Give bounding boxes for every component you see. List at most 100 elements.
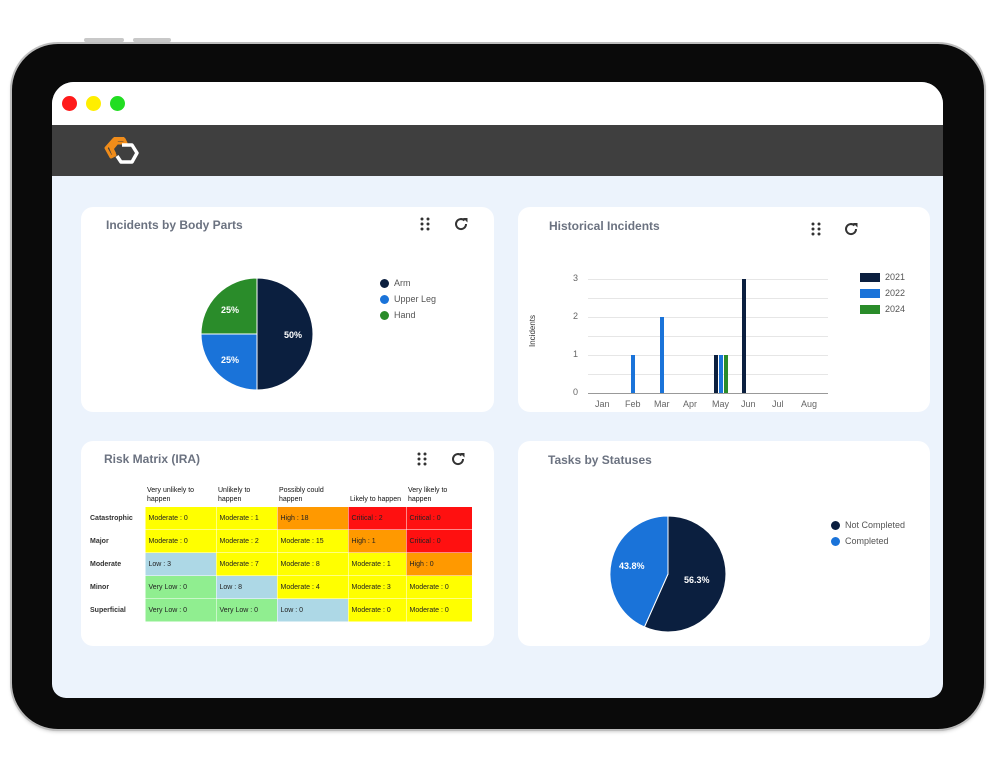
grid-dots-icon[interactable]: [413, 450, 431, 468]
table-row: Superficial Very Low : 0 Very Low : 0 Lo…: [87, 598, 473, 622]
legend-item-2024[interactable]: 2024: [860, 301, 905, 317]
grid-dots-icon[interactable]: [807, 220, 825, 238]
risk-cell[interactable]: Moderate : 0: [347, 598, 407, 622]
refresh-icon[interactable]: [449, 450, 467, 468]
tasks-by-statuses-card: Tasks by Statuses 56.3% 43.8% Not Comple…: [518, 441, 930, 646]
risk-matrix-table: Very unlikely to happen Unlikely to happ…: [87, 484, 473, 622]
risk-cell[interactable]: Moderate : 7: [215, 552, 278, 576]
legend-item-2021[interactable]: 2021: [860, 269, 905, 285]
risk-cell[interactable]: Moderate : 4: [276, 575, 349, 599]
table-row: Minor Very Low : 0 Low : 8 Moderate : 4 …: [87, 575, 473, 599]
bar-mar-2022[interactable]: [660, 317, 664, 393]
risk-cell[interactable]: Moderate : 3: [347, 575, 407, 599]
x-tick: Jun: [741, 399, 756, 409]
pie-slice-label-hand: 25%: [221, 305, 240, 315]
pie-slice-label-upper-leg: 25%: [221, 355, 240, 365]
table-row: Major Moderate : 0 Moderate : 2 Moderate…: [87, 529, 473, 553]
minimize-window-button[interactable]: [86, 96, 101, 111]
app-header: [52, 125, 943, 176]
legend-item-completed[interactable]: Completed: [831, 533, 905, 549]
maximize-window-button[interactable]: [110, 96, 125, 111]
row-header: Major: [90, 537, 109, 545]
table-row: Moderate Low : 3 Moderate : 7 Moderate :…: [87, 552, 473, 576]
risk-cell[interactable]: High : 18: [276, 506, 349, 530]
bar-feb-2022[interactable]: [631, 355, 635, 393]
body-parts-pie-chart: [200, 277, 314, 391]
tasks-legend: Not Completed Completed: [831, 517, 905, 549]
risk-cell[interactable]: High : 1: [347, 529, 407, 553]
tasks-pie-chart: [609, 515, 727, 633]
risk-cell[interactable]: Moderate : 0: [144, 529, 217, 553]
x-tick: Jul: [772, 399, 784, 409]
card-title: Historical Incidents: [549, 219, 660, 233]
risk-cell[interactable]: Very Low : 0: [144, 575, 217, 599]
risk-cell[interactable]: Very Low : 0: [215, 598, 278, 622]
risk-cell[interactable]: Moderate : 15: [276, 529, 349, 553]
x-tick: Feb: [625, 399, 641, 409]
column-header: Very likely to happen: [408, 487, 448, 503]
table-row: Catastrophic Moderate : 0 Moderate : 1 H…: [87, 506, 473, 530]
pie-slice-label-not-completed: 56.3%: [684, 575, 710, 585]
row-header: Minor: [90, 583, 110, 591]
bar-may-2021[interactable]: [714, 355, 718, 393]
bar-jun-2021[interactable]: [742, 279, 746, 393]
legend-item-upper-leg[interactable]: Upper Leg: [380, 291, 436, 307]
x-tick: Aug: [801, 399, 818, 409]
column-header: Likely to happen: [350, 496, 401, 503]
risk-cell[interactable]: Critical : 0: [405, 529, 473, 553]
bar-may-2022[interactable]: [719, 355, 723, 393]
risk-cell[interactable]: Moderate : 0: [405, 598, 473, 622]
y-tick: 1: [573, 349, 579, 359]
column-header: Very unlikely to happen: [147, 487, 195, 503]
legend-item-not-completed[interactable]: Not Completed: [831, 517, 905, 533]
row-header: Catastrophic: [90, 514, 133, 522]
historical-legend: 2021 2022 2024: [860, 269, 905, 317]
risk-cell[interactable]: Low : 0: [276, 598, 349, 622]
risk-cell[interactable]: Moderate : 8: [276, 552, 349, 576]
bar-may-2024[interactable]: [724, 355, 728, 393]
risk-cell[interactable]: Critical : 0: [405, 506, 473, 530]
risk-cell[interactable]: Very Low : 0: [144, 598, 217, 622]
body-parts-legend: Arm Upper Leg Hand: [380, 275, 436, 323]
risk-cell[interactable]: High : 0: [405, 552, 473, 576]
y-tick: 2: [573, 311, 579, 321]
refresh-icon[interactable]: [842, 220, 860, 238]
risk-cell[interactable]: Critical : 2: [347, 506, 407, 530]
tablet-volume-button: [84, 38, 124, 42]
x-tick: Jan: [595, 399, 610, 409]
risk-cell[interactable]: Moderate : 1: [347, 552, 407, 576]
row-header: Moderate: [90, 560, 122, 568]
grid-dots-icon[interactable]: [416, 215, 434, 233]
risk-cell[interactable]: Moderate : 0: [405, 575, 473, 599]
column-header: Unlikely to happen: [218, 487, 251, 503]
historical-incidents-card: Historical Incidents Incidents 3 2 1 0: [518, 207, 930, 412]
card-title: Risk Matrix (IRA): [104, 452, 201, 466]
app-window: Incidents by Body Parts 50% 25% 25% Arm …: [52, 82, 943, 698]
row-header: Superficial: [90, 606, 126, 614]
refresh-icon[interactable]: [452, 215, 470, 233]
legend-item-arm[interactable]: Arm: [380, 275, 436, 291]
hexagon-link-logo-icon[interactable]: [100, 131, 144, 171]
risk-matrix-card: Risk Matrix (IRA) Very unlikely to happe…: [81, 441, 494, 646]
legend-item-hand[interactable]: Hand: [380, 307, 436, 323]
incidents-by-body-parts-card: Incidents by Body Parts 50% 25% 25% Arm …: [81, 207, 494, 412]
risk-cell[interactable]: Moderate : 0: [144, 506, 217, 530]
y-axis-label: Incidents: [528, 314, 537, 347]
column-header: Possibly could happen: [279, 487, 324, 503]
y-tick: 0: [573, 387, 579, 397]
x-tick: May: [712, 399, 730, 409]
historical-bar-chart: Incidents 3 2 1 0 Jan Feb Mar Apr May Ju…: [518, 207, 930, 412]
x-tick: Apr: [683, 399, 698, 409]
y-tick: 3: [573, 273, 579, 283]
card-title: Incidents by Body Parts: [106, 218, 243, 232]
pie-slice-label-arm: 50%: [284, 330, 303, 340]
risk-cell[interactable]: Low : 3: [144, 552, 217, 576]
risk-cell[interactable]: Moderate : 1: [215, 506, 278, 530]
risk-cell[interactable]: Moderate : 2: [215, 529, 278, 553]
legend-item-2022[interactable]: 2022: [860, 285, 905, 301]
pie-slice-label-completed: 43.8%: [619, 561, 645, 571]
risk-cell[interactable]: Low : 8: [215, 575, 278, 599]
close-window-button[interactable]: [62, 96, 77, 111]
window-titlebar: [52, 82, 943, 125]
x-tick: Mar: [654, 399, 670, 409]
